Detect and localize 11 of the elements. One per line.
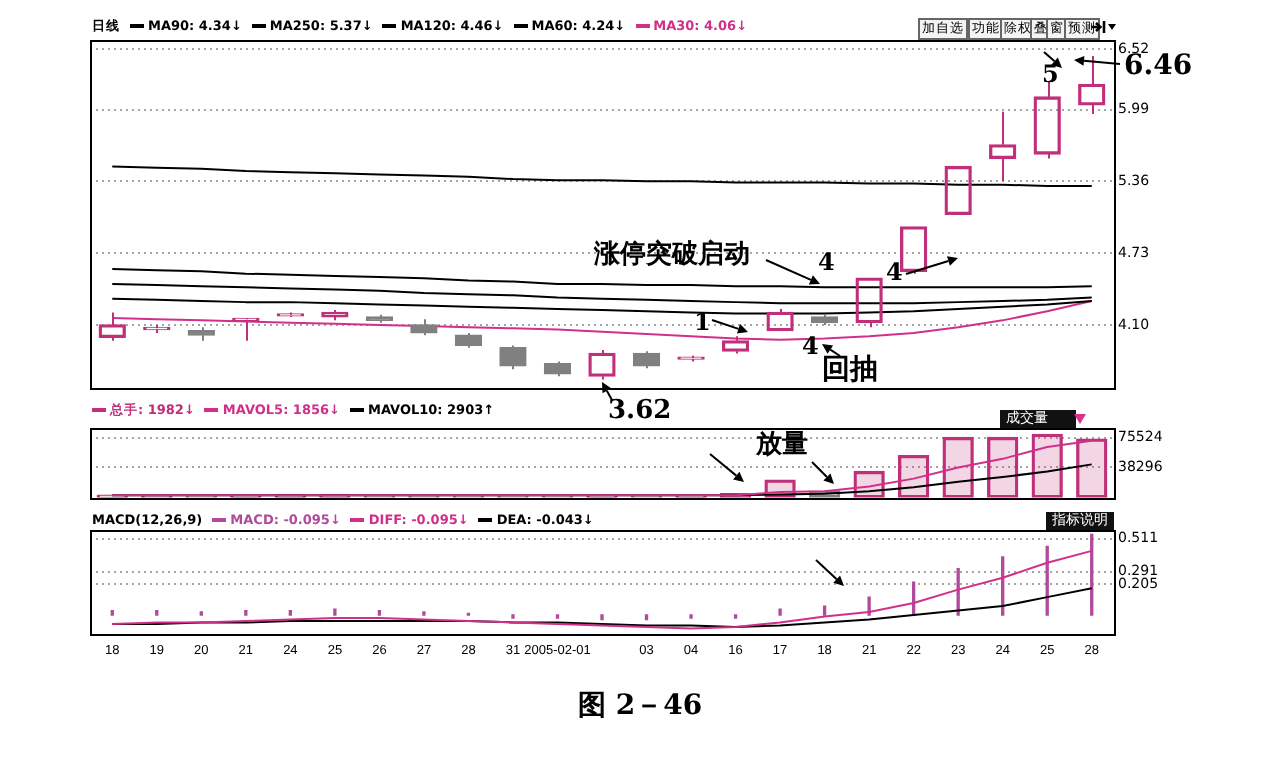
- annotation: 5: [1042, 60, 1059, 88]
- annotation: 涨停突破启动: [594, 240, 750, 270]
- annotation: 4: [886, 258, 903, 286]
- annotation: 4: [818, 248, 835, 276]
- annotation: 放量: [756, 430, 808, 460]
- text: 6.46: [1124, 50, 1193, 82]
- text: 3.62: [608, 396, 672, 426]
- annotation: 回抽: [822, 354, 878, 386]
- annotation: 1: [694, 308, 711, 336]
- annotation: 4: [802, 332, 819, 360]
- caption: 图 2－46: [578, 690, 703, 722]
